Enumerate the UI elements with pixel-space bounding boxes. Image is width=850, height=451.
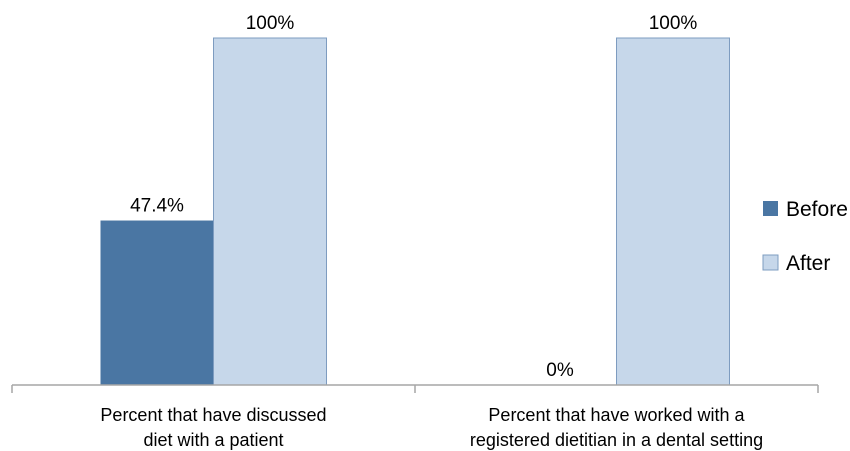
- category-labels: Percent that have discussed diet with a p…: [100, 405, 763, 450]
- category-label-1-line-1: Percent that have discussed: [100, 405, 326, 425]
- category-label-1-line-2: diet with a patient: [143, 430, 283, 450]
- bars-layer: [100, 37, 730, 386]
- data-label-before-2: 0%: [546, 360, 574, 381]
- category-label-2-line-1: Percent that have worked with a: [488, 405, 745, 425]
- legend-swatch-before: [763, 201, 778, 216]
- bar-after-2: [616, 37, 730, 386]
- category-label-2-line-2: registered dietitian in a dental setting: [470, 430, 763, 450]
- bar-after-1: [213, 37, 327, 386]
- legend: Before After: [762, 198, 848, 275]
- data-label-after-1: 100%: [246, 13, 295, 34]
- legend-label-after: After: [786, 252, 830, 275]
- data-label-after-2: 100%: [649, 13, 698, 34]
- data-label-before-1: 47.4%: [130, 196, 184, 217]
- data-labels: 47.4% 100% 0% 100%: [130, 13, 697, 381]
- legend-label-before: Before: [786, 198, 848, 221]
- bar-before-1: [100, 220, 214, 385]
- legend-swatch-after: [762, 254, 779, 271]
- x-axis-ticks: [11, 385, 819, 393]
